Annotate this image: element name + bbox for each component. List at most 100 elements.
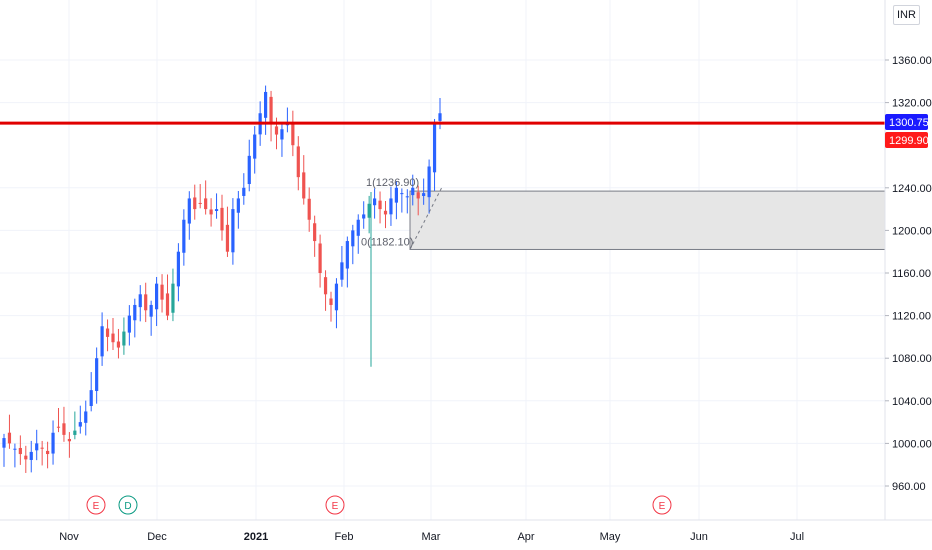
event-marker[interactable]: E <box>325 495 345 515</box>
candle-body <box>367 203 371 218</box>
candle-body <box>438 113 442 121</box>
price-tick-label: 1360.00 <box>892 55 932 67</box>
candle-body <box>40 447 44 449</box>
candle-body <box>318 243 322 273</box>
candle-body <box>193 197 197 210</box>
candle-body <box>383 210 388 215</box>
candle-series <box>2 85 442 473</box>
candle-body <box>187 198 191 224</box>
event-circle <box>652 495 672 515</box>
price-axis-background <box>885 0 932 550</box>
price-zone[interactable] <box>409 190 886 250</box>
price-tick-label: 960.00 <box>892 481 926 493</box>
candle-body <box>247 155 251 185</box>
price-tick-label: 1080.00 <box>892 353 932 365</box>
candle-body <box>269 96 273 124</box>
candle-body <box>264 91 268 118</box>
currency-selector[interactable]: INR <box>893 5 920 25</box>
candle-body <box>89 390 93 406</box>
candle-body <box>165 293 170 316</box>
candle-body <box>220 207 224 231</box>
candle-body <box>182 219 186 253</box>
candle-body <box>373 198 377 206</box>
candle-body <box>280 129 284 140</box>
candle-body <box>84 411 88 423</box>
candle-body <box>95 358 99 391</box>
price-tick-label: 1200.00 <box>892 225 932 237</box>
price-tick-label: 1000.00 <box>892 438 932 450</box>
candle-body <box>67 438 71 442</box>
time-tick-label: Jul <box>790 531 804 543</box>
time-tick-label: Apr <box>517 531 534 543</box>
candle-body <box>209 209 213 215</box>
candle-body <box>13 448 17 450</box>
candle-body <box>171 283 175 313</box>
grid-lines <box>0 0 885 520</box>
candle-body <box>73 430 77 435</box>
event-marker[interactable]: E <box>86 495 106 515</box>
candle-body <box>334 283 339 311</box>
candle-body <box>198 202 202 204</box>
time-tick-label: Jun <box>690 531 708 543</box>
time-tick-label: Mar <box>422 531 441 543</box>
fib-label-bottom: 0(1182.10) <box>361 236 413 248</box>
candle-body <box>204 198 208 210</box>
candle-body <box>29 451 33 460</box>
candle-body <box>144 294 148 311</box>
time-tick-label: 2021 <box>244 531 268 543</box>
candle-body <box>2 438 6 448</box>
price-tag: 1299.90 <box>885 132 929 148</box>
price-tag-label: 1299.90 <box>889 135 929 147</box>
candle-body <box>405 196 409 198</box>
event-circle <box>325 495 345 515</box>
candle-body <box>7 432 12 444</box>
candle-body <box>116 341 121 348</box>
event-letter: E <box>93 501 100 512</box>
price-tick-label: 1160.00 <box>892 268 931 280</box>
candle-body <box>411 187 415 196</box>
candle-body <box>127 315 131 333</box>
candle-body <box>18 447 22 455</box>
zone-rectangle[interactable] <box>409 190 886 250</box>
time-tick-label: Dec <box>147 531 167 543</box>
candle-body <box>302 172 306 199</box>
candle-body <box>100 326 104 357</box>
price-tick-label: 1120.00 <box>892 311 931 323</box>
candle-body <box>242 187 246 196</box>
candle-body <box>78 422 82 427</box>
candle-body <box>46 450 50 455</box>
candle-body <box>345 241 349 269</box>
candle-body <box>111 333 115 343</box>
event-marker[interactable]: E <box>652 495 672 515</box>
candle-body <box>427 166 431 198</box>
fib-label-top: 1(1236.90) <box>366 177 419 189</box>
candle-body <box>378 200 382 210</box>
candle-body <box>416 192 420 199</box>
candle-body <box>323 277 328 295</box>
candle-body <box>389 198 393 215</box>
time-axis[interactable]: Nov Dec 2021 Feb Mar Apr May Jun Jul <box>0 519 932 543</box>
event-marker[interactable]: D <box>118 495 138 515</box>
price-tag: 1300.75 <box>885 114 929 130</box>
price-tag-label: 1300.75 <box>889 117 929 129</box>
candle-body <box>432 123 437 173</box>
price-tick-label: 1240.00 <box>892 183 932 195</box>
fib-labels: 1(1236.90) 0(1182.10) <box>361 177 443 250</box>
candle-body <box>253 134 257 159</box>
candle-body <box>56 426 61 428</box>
candle-body <box>291 123 295 146</box>
event-letter: D <box>124 501 131 512</box>
event-letter: E <box>332 501 339 512</box>
price-tag-bg <box>885 114 928 130</box>
candle-body <box>214 209 219 211</box>
candle-body <box>133 304 137 321</box>
price-axis[interactable]: 1360.00 1320.00 1240.00 1200.00 1160.00 1120.… <box>884 0 932 550</box>
candle-body <box>351 230 355 247</box>
candle-body <box>225 224 230 252</box>
event-circle <box>118 495 138 515</box>
price-tick-label: 1040.00 <box>892 396 932 408</box>
candle-body <box>138 294 142 308</box>
candle-body <box>394 187 398 203</box>
